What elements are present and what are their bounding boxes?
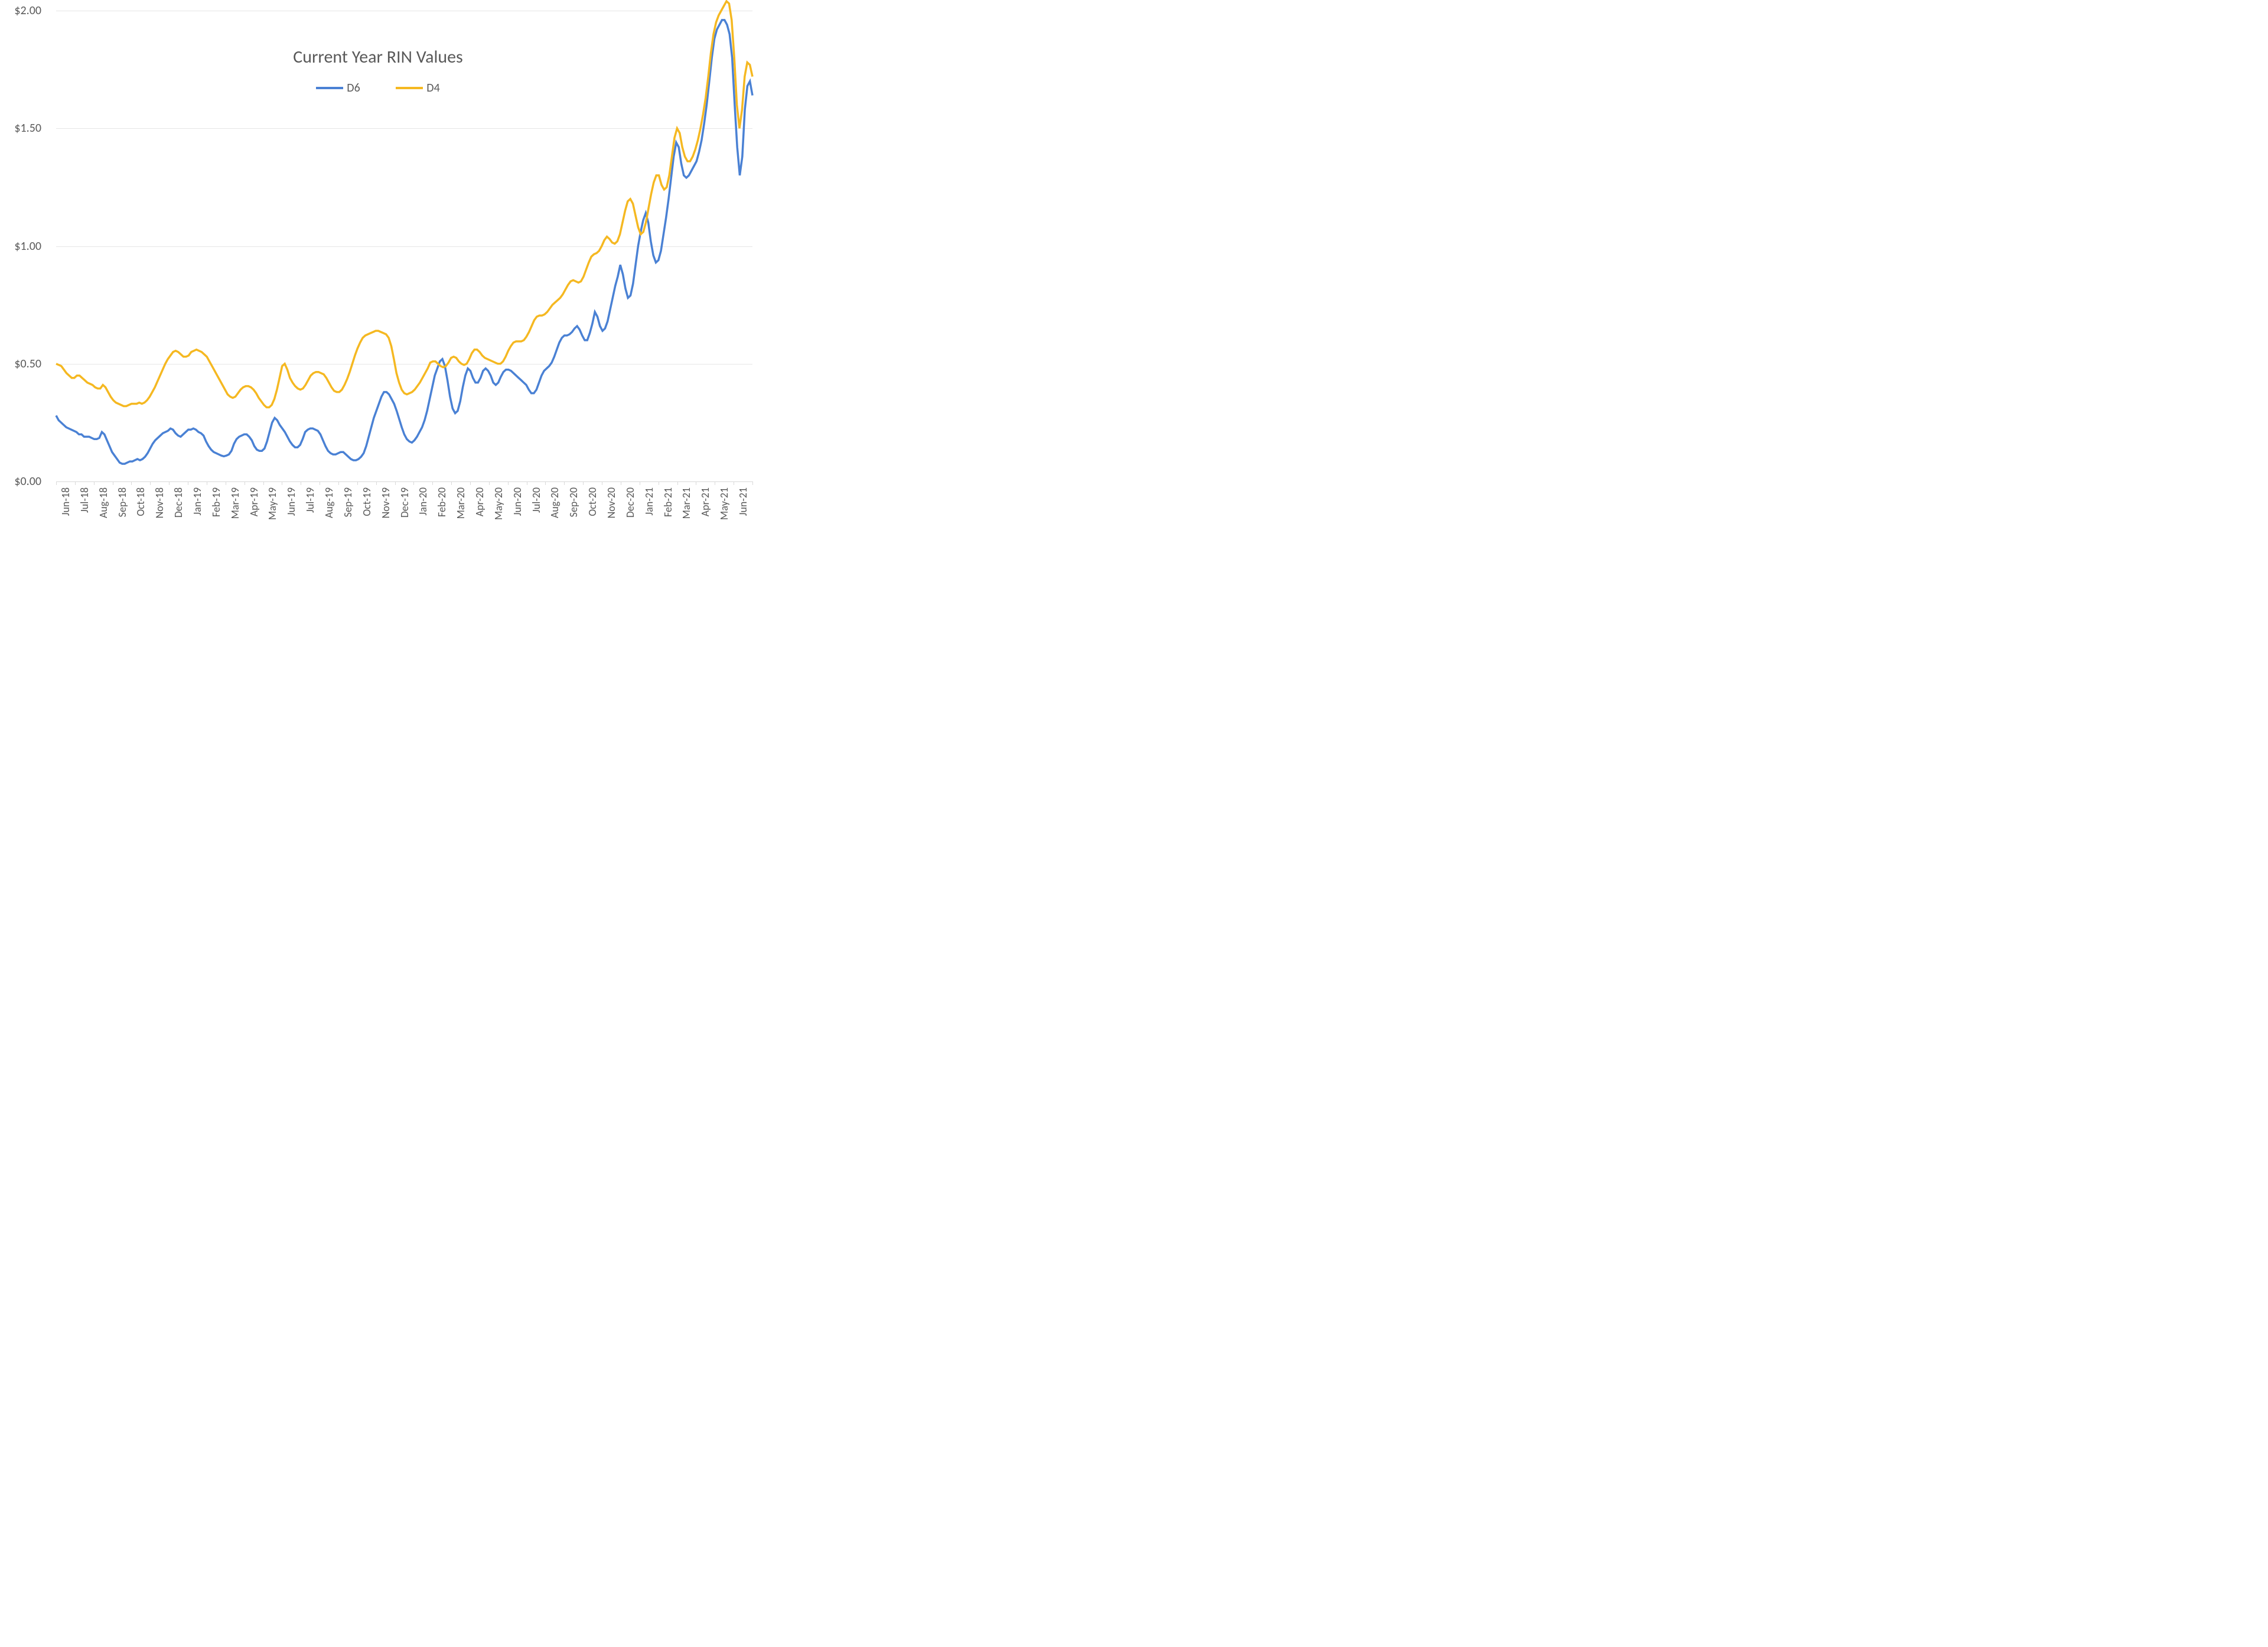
series-line-d6: [56, 20, 752, 464]
series-line-d4: [56, 1, 752, 407]
rin-values-chart: Current Year RIN Values D6 D4 $0.00$0.50…: [0, 0, 756, 549]
plot-area: [0, 0, 756, 549]
